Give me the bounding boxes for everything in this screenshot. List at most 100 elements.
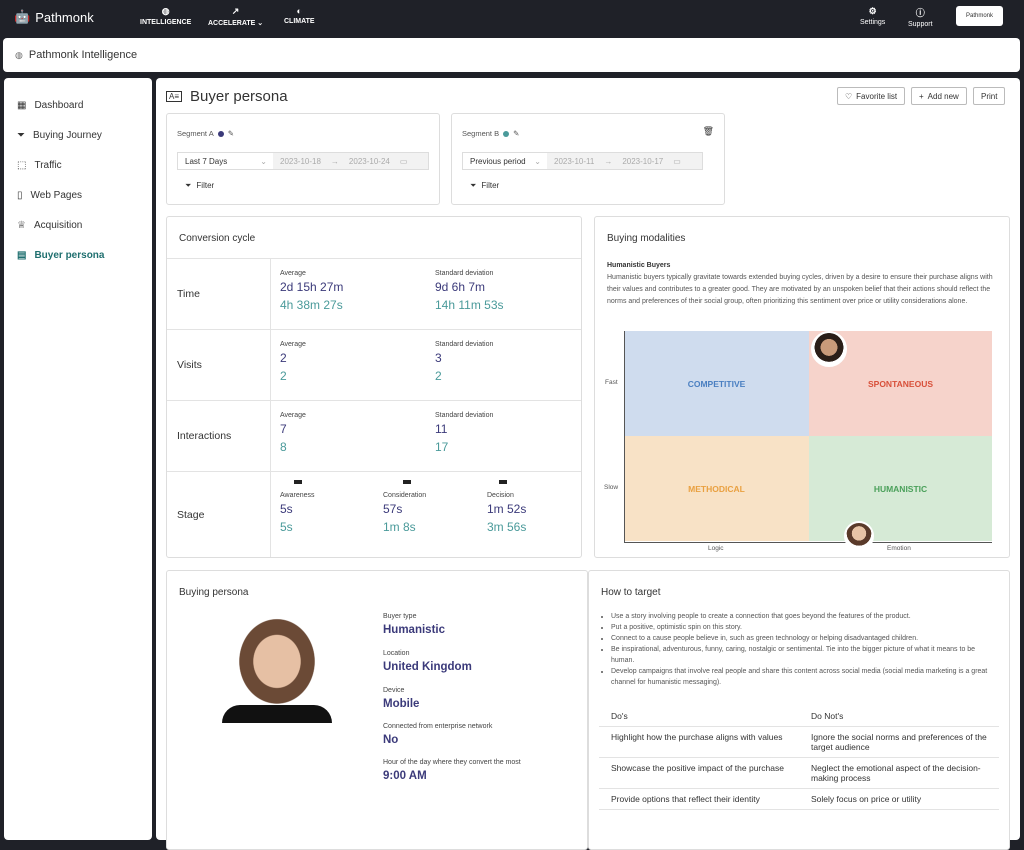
settings-label: Settings xyxy=(860,19,886,26)
field-enterprise-network: Connected from enterprise network No xyxy=(383,723,492,746)
nav-intelligence[interactable]: ◍ INTELLIGENCE xyxy=(140,6,191,26)
period-value: Last 7 Days xyxy=(185,156,228,166)
segment-a-card: Segment A ✎ Last 7 Days ⌄ 2023-10-18 → 2023-… xyxy=(166,113,440,205)
average-cell: Average 2d 15h 27m 4h 38m 27s xyxy=(280,270,343,312)
segment-b-avatar xyxy=(844,521,874,551)
support-button[interactable]: ⓘ Support xyxy=(908,6,933,28)
sidebar-item-acquisition[interactable]: ♕ Acquisition xyxy=(4,210,152,240)
favorite-list-button[interactable]: ♡ Favorite list xyxy=(837,87,906,105)
cell-label: Standard deviation xyxy=(435,270,494,277)
help-icon: ⓘ xyxy=(915,8,925,18)
sidebar-item-dashboard[interactable]: ▦ Dashboard xyxy=(4,90,152,120)
sidebar-item-label: Acquisition xyxy=(33,219,83,231)
grid-icon: ▦ xyxy=(17,99,27,111)
period-value: Previous period xyxy=(470,156,526,166)
nav-accelerate[interactable]: ↗ ACCELERATE ⌄ xyxy=(208,6,263,27)
id-card-icon: A≡ xyxy=(166,91,183,102)
y-axis xyxy=(624,331,625,543)
modality-heading: Humanistic Buyers xyxy=(607,262,671,269)
segment-name: Segment B xyxy=(462,129,500,138)
how-to-target-card: How to target Use a story involving peop… xyxy=(588,570,1010,850)
edit-icon[interactable]: ✎ xyxy=(227,129,234,138)
table-header: Do's Do Not's xyxy=(599,706,999,727)
start-date: 2023-10-18 xyxy=(280,156,321,166)
filter-button[interactable]: ⏷ Filter xyxy=(185,181,214,191)
x-label-emotion: Emotion xyxy=(887,545,911,552)
date-range-input[interactable]: 2023-10-18 → 2023-10-24 ▭ xyxy=(273,153,428,169)
segment-b-value: 1m 8s xyxy=(383,520,416,534)
conversion-cycle-card: Conversion cycle Time Average 2d 15h 27m 4… xyxy=(166,216,582,558)
field-device: Device Mobile xyxy=(383,687,419,710)
quadrant-methodical: METHODICAL xyxy=(624,436,809,541)
nav-label: INTELLIGENCE xyxy=(140,19,192,26)
chevron-down-icon: ⌄ xyxy=(260,156,267,166)
filter-label: Filter xyxy=(481,181,500,190)
section-bar: ◍ Pathmonk Intelligence xyxy=(3,38,1020,72)
stage-bar xyxy=(499,480,507,484)
stage-decision: Decision 1m 52s 3m 56s xyxy=(487,480,526,534)
dont-cell: Ignore the social norms and preferences … xyxy=(799,726,999,758)
quadrant-label: HUMANISTIC xyxy=(873,483,928,494)
date-range-input[interactable]: 2023-10-11 → 2023-10-17 ▭ xyxy=(547,153,702,169)
quadrant-competitive: COMPETITIVE xyxy=(624,331,809,436)
modality-text: Humanistic buyers typically gravitate to… xyxy=(607,274,993,305)
sidebar-item-buyer-persona[interactable]: ▤ Buyer persona xyxy=(4,240,152,270)
cell-label: Standard deviation xyxy=(435,341,494,348)
filter-button[interactable]: ⏷ Filter xyxy=(470,181,499,191)
segment-b-value: 8 xyxy=(280,440,287,454)
field-label: Location xyxy=(383,650,410,657)
interactions-row: Interactions Average 7 8 Standard deviatio… xyxy=(167,400,581,471)
trophy-icon: ♕ xyxy=(17,219,26,231)
segment-a-value: 3 xyxy=(435,351,442,365)
settings-button[interactable]: ⚙ Settings xyxy=(860,6,885,26)
pathmonk-logo[interactable]: 🤖 Pathmonk xyxy=(14,9,94,25)
top-navigation-bar: 🤖 Pathmonk ◍ INTELLIGENCE ↗ ACCELERATE ⌄ ◐ C… xyxy=(0,0,1024,36)
filter-label: Filter xyxy=(196,181,215,190)
segment-color-dot xyxy=(217,130,224,137)
field-label: Connected from enterprise network xyxy=(383,723,493,730)
sidebar-item-traffic[interactable]: ⬚ Traffic xyxy=(4,150,152,180)
std-dev-cell: Standard deviation 11 17 xyxy=(435,412,493,454)
donts-header: Do Not's xyxy=(799,706,999,727)
filter-icon: ⏷ xyxy=(470,181,477,190)
tip-item: Use a story involving people to create a… xyxy=(611,611,994,622)
sidebar-item-buying-journey[interactable]: ⏷ Buying Journey xyxy=(4,120,152,150)
support-label: Support xyxy=(908,21,933,28)
cell-label: Average xyxy=(280,270,306,277)
sidebar-item-web-pages[interactable]: ▯ Web Pages xyxy=(4,180,152,210)
section-title: Pathmonk Intelligence xyxy=(28,49,138,61)
cell-label: Average xyxy=(280,412,306,419)
std-dev-cell: Standard deviation 3 2 xyxy=(435,341,493,383)
funnel-icon: ⏷ xyxy=(17,129,25,141)
nav-label: ACCELERATE xyxy=(208,20,256,27)
account-logo[interactable]: Pathmonk xyxy=(956,6,1003,26)
trash-icon[interactable]: 🗑 xyxy=(702,126,714,136)
table-row: Highlight how the purchase aligns with v… xyxy=(599,726,999,758)
add-new-button[interactable]: + Add new xyxy=(911,87,967,105)
segment-b-value: 4h 38m 27s xyxy=(280,298,343,312)
print-button[interactable]: Print xyxy=(973,87,1006,105)
period-select[interactable]: Last 7 Days ⌄ xyxy=(178,153,273,169)
y-label-slow: Slow xyxy=(604,484,619,491)
segment-b-label: Segment B ✎ xyxy=(462,129,519,138)
field-location: Location United Kingdom xyxy=(383,650,472,673)
table-row: Showcase the positive impact of the purc… xyxy=(599,757,999,789)
page-icon: ▯ xyxy=(17,189,23,201)
sidebar-item-label: Dashboard xyxy=(34,99,84,111)
field-buyer-type: Buyer type Humanistic xyxy=(383,613,445,636)
segment-a-value: 7 xyxy=(280,422,287,436)
nav-climate[interactable]: ◐ CLIMATE xyxy=(284,6,315,25)
edit-icon[interactable]: ✎ xyxy=(513,129,520,138)
period-select[interactable]: Previous period ⌄ xyxy=(463,153,547,169)
chevron-down-icon: ⌄ xyxy=(534,156,541,166)
x-label-logic: Logic xyxy=(708,545,724,552)
sidebar-item-label: Traffic xyxy=(34,159,62,171)
field-value: United Kingdom xyxy=(383,661,472,673)
segment-name: Segment A xyxy=(177,129,214,138)
end-date: 2023-10-24 xyxy=(348,156,390,166)
chart-icon: ⬚ xyxy=(17,159,27,171)
segment-a-date-picker: Last 7 Days ⌄ 2023-10-18 → 2023-10-24 ▭ xyxy=(177,152,429,170)
nav-label: CLIMATE xyxy=(284,18,315,25)
do-cell: Showcase the positive impact of the purc… xyxy=(599,757,799,789)
field-conversion-hour: Hour of the day where they convert the m… xyxy=(383,759,521,782)
